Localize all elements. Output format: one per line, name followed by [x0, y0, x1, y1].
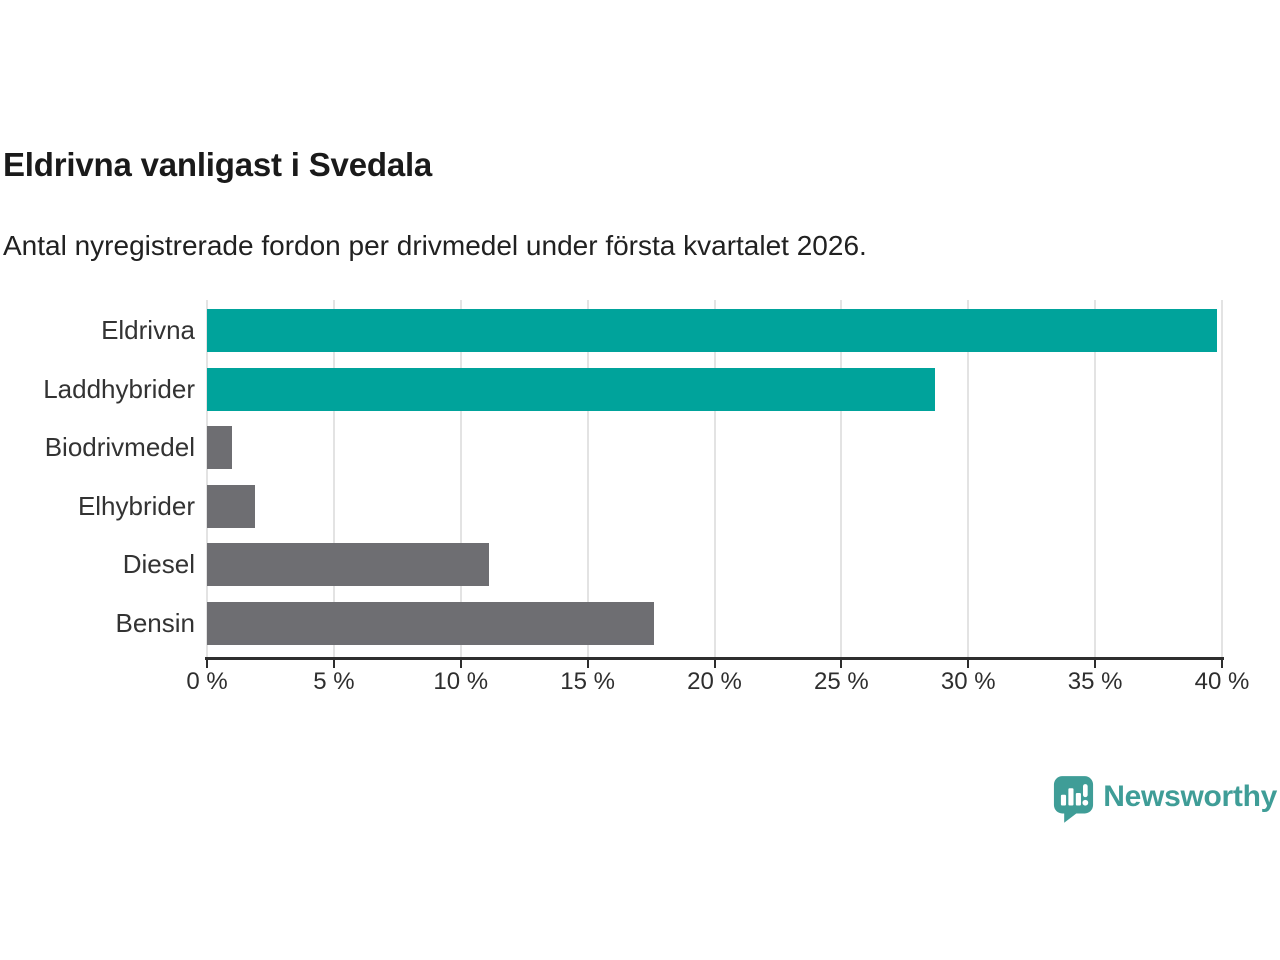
- category-label-diesel: Diesel: [122, 549, 195, 579]
- x-tick-label: 20 %: [687, 668, 742, 695]
- x-tick-label: 0 %: [186, 668, 228, 695]
- axis-tick: [1094, 658, 1097, 668]
- chart-title: Eldrivna vanligast i Svedala: [3, 146, 433, 183]
- bar-laddhybrider: [207, 367, 936, 411]
- axis-tick: [840, 658, 843, 668]
- axis-tick: [459, 658, 462, 668]
- x-tick-label: 35 %: [1067, 668, 1123, 695]
- axis-tick: [332, 658, 335, 668]
- axis-tick: [1221, 658, 1223, 668]
- gridline: [586, 300, 589, 658]
- category-label-elhybrider: Elhybrider: [77, 490, 195, 521]
- x-tick-label: 15 %: [560, 668, 615, 695]
- gridline: [967, 300, 970, 658]
- gridline: [713, 300, 716, 658]
- gridline: [206, 300, 208, 658]
- bar-diesel: [207, 543, 489, 586]
- gridline: [459, 300, 462, 658]
- category-label-biodrivmedel: Biodrivmedel: [44, 432, 195, 462]
- axis-tick: [967, 658, 970, 668]
- bar-elhybrider: [207, 484, 256, 528]
- newsworthy-logo: Newsworthy: [1053, 775, 1277, 823]
- x-tick-label: 5 %: [313, 668, 355, 695]
- bar-eldrivna: [207, 309, 1217, 352]
- chart-subtitle: Antal nyregistrerade fordon per drivmede…: [3, 230, 867, 261]
- x-tick-label: 25 %: [814, 668, 869, 695]
- category-label-laddhybrider: Laddhybrider: [43, 373, 195, 404]
- x-tick-label: 10 %: [433, 668, 489, 695]
- newsworthy-bar-chart-speech-bubble-icon: [1053, 775, 1094, 823]
- newsworthy-wordmark: Newsworthy: [1103, 780, 1277, 813]
- x-tick-label: 30 %: [940, 668, 996, 695]
- gridline: [332, 300, 335, 658]
- gridline: [1221, 300, 1223, 658]
- category-label-eldrivna: Eldrivna: [101, 315, 195, 345]
- category-label-bensin: Bensin: [115, 607, 196, 638]
- gridline: [840, 300, 843, 658]
- gridline: [1094, 300, 1097, 658]
- bar-bensin: [207, 601, 654, 645]
- axis-tick: [713, 658, 716, 668]
- axis-tick: [586, 658, 589, 668]
- plot-area: [205, 300, 1224, 668]
- axis-tick: [206, 658, 208, 668]
- x-tick-label: 40 %: [1194, 668, 1250, 695]
- bar-biodrivmedel: [207, 426, 233, 469]
